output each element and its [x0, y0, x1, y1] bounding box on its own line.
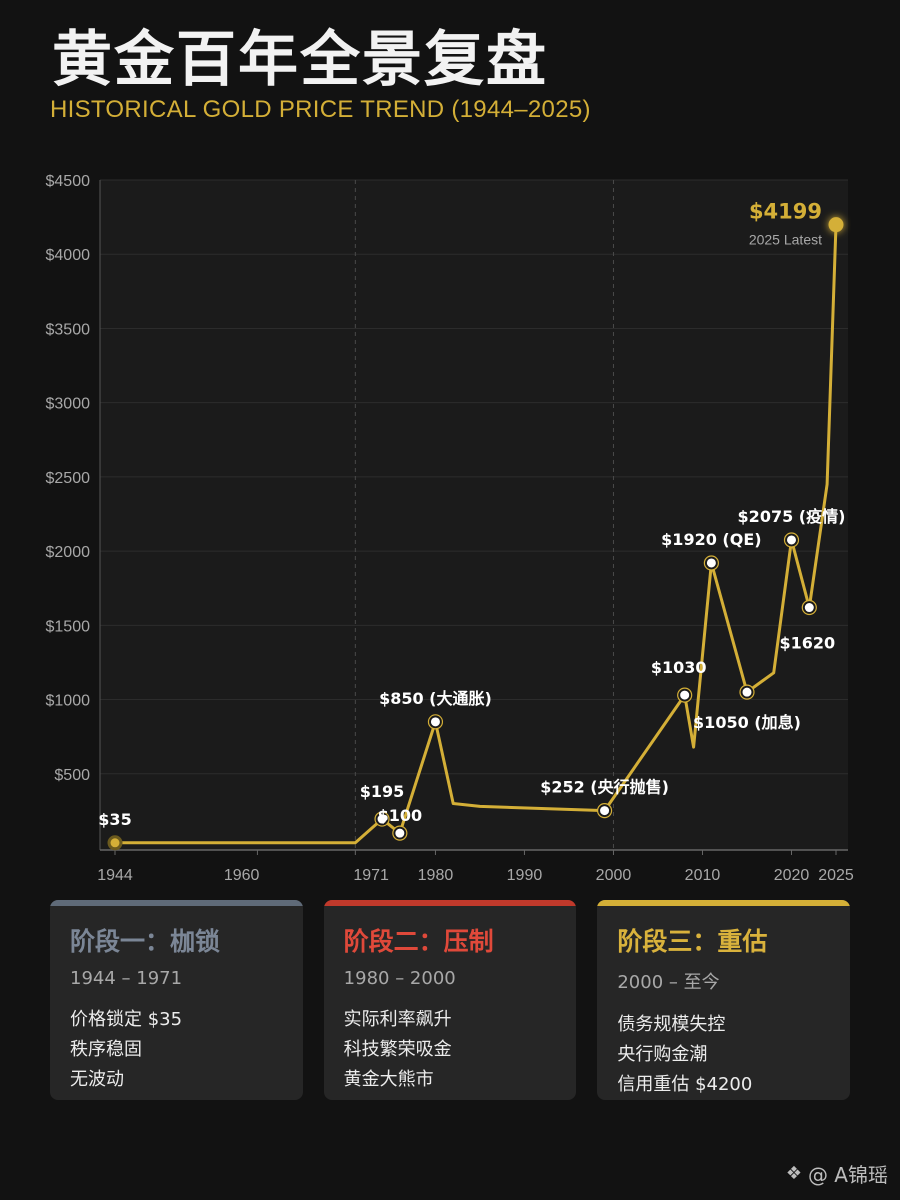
- y-tick-label: $4000: [46, 247, 91, 264]
- y-tick-label: $2500: [46, 470, 91, 487]
- stage-cards: 阶段一：枷锁 1944 – 1971 价格锁定 $35 秩序稳固 无波动 阶段二…: [50, 900, 851, 1100]
- data-marker: [802, 601, 816, 615]
- data-marker: [393, 826, 407, 840]
- gold-price-chart: $500 $1000 $1500 $2000 $2500 $3000 $3500 $4000 $…: [46, 173, 854, 884]
- x-tick-label: 2010: [685, 867, 721, 884]
- data-label: $1030: [651, 658, 707, 677]
- stage-point: 黄金大熊市: [343, 1069, 434, 1090]
- data-marker: [375, 812, 389, 826]
- data-label: $1620: [779, 634, 835, 653]
- data-marker-ring: [739, 684, 755, 700]
- stage-card-1: 阶段一：枷锁 1944 – 1971 价格锁定 $35 秩序稳固 无波动: [50, 900, 303, 1100]
- data-marker: [598, 804, 612, 818]
- latest-marker: [828, 217, 844, 233]
- x-tick-label: 1980: [418, 867, 454, 884]
- data-marker: [704, 556, 718, 570]
- watermark: ❖ @ A锦瑶: [786, 1159, 888, 1188]
- stage-point: 央行购金潮: [617, 1044, 708, 1065]
- data-marker-ring: [677, 687, 693, 703]
- y-tick-label: $4500: [46, 173, 91, 190]
- stage-title: 阶段二：压制: [343, 927, 494, 956]
- y-tick-label: $500: [54, 767, 90, 784]
- latest-value: $4199: [749, 200, 822, 224]
- data-marker-ring: [596, 802, 613, 819]
- stage-card-3: 阶段三：重估 2000 – 至今 债务规模失控 央行购金潮 信用重估 $4200: [597, 900, 851, 1100]
- latest-label: 2025 Latest: [749, 232, 822, 248]
- stage-point: 信用重估 $4200: [617, 1074, 753, 1095]
- stage-title: 阶段一：枷锁: [70, 927, 221, 956]
- x-tick-label: 1960: [224, 867, 260, 884]
- plot-area: [100, 180, 848, 850]
- x-tick-label: 1944: [97, 867, 133, 884]
- data-marker-ring: [783, 532, 800, 548]
- stage-point: 无波动: [70, 1069, 124, 1090]
- stage-points: 实际利率飙升 科技繁荣吸金 黄金大熊市: [344, 1005, 557, 1095]
- y-tick-label: $1500: [46, 618, 91, 635]
- x-tick-label: 1990: [507, 867, 543, 884]
- data-label: $100: [378, 806, 423, 825]
- data-marker: [740, 685, 754, 699]
- data-label: $195: [360, 782, 405, 801]
- page-subtitle: HISTORICAL GOLD PRICE TREND (1944–2025): [50, 96, 591, 123]
- stage-points: 价格锁定 $35 秩序稳固 无波动: [70, 1005, 283, 1095]
- data-label: $252 (央行抛售): [540, 778, 669, 797]
- watermark-text: @ A锦瑶: [807, 1163, 888, 1187]
- stage-point: 科技繁荣吸金: [343, 1039, 452, 1060]
- binance-diamond-icon: ❖: [785, 1163, 802, 1184]
- data-label: $35: [98, 810, 131, 829]
- data-marker-ring: [392, 825, 408, 841]
- x-tick-label: 2020: [774, 867, 810, 884]
- data-label: $2075 (疫情): [738, 507, 846, 526]
- y-tick-label: $2000: [46, 544, 91, 561]
- data-marker: [784, 533, 798, 547]
- x-tick-label: 1971: [353, 867, 389, 884]
- data-label: $1920 (QE): [661, 530, 761, 549]
- stage-point: 秩序稳固: [70, 1039, 142, 1060]
- page-title: 黄金百年全景复盘: [52, 25, 548, 95]
- stage-range: 1980 – 2000: [343, 968, 456, 989]
- data-marker: [678, 688, 692, 702]
- stage-range: 1944 – 1971: [70, 968, 183, 989]
- data-marker-ring: [374, 811, 390, 827]
- x-tick-label: 2000: [596, 867, 632, 884]
- stage-points: 债务规模失控 央行购金潮 信用重估 $4200: [617, 1010, 830, 1100]
- data-label: $850 (大通胀): [379, 689, 492, 708]
- stage-card-2: 阶段二：压制 1980 – 2000 实际利率飙升 科技繁荣吸金 黄金大熊市: [323, 900, 577, 1100]
- y-tick-label: $3000: [46, 396, 91, 413]
- data-marker-ring: [427, 714, 444, 730]
- data-marker-ring: [703, 555, 719, 571]
- y-tick-label: $3500: [46, 321, 91, 338]
- data-label: $1050 (加息): [693, 713, 801, 732]
- data-marker-ring: [801, 599, 817, 616]
- x-tick-label: 2025: [818, 867, 854, 884]
- data-marker: [428, 715, 442, 729]
- stage-title: 阶段三：重估: [617, 927, 768, 956]
- stage-point: 债务规模失控: [617, 1014, 726, 1035]
- stage-point: 实际利率飙升: [343, 1009, 452, 1030]
- start-marker: [107, 835, 123, 851]
- stage-range: 2000 – 至今: [617, 972, 720, 993]
- stage-point: 价格锁定 $35: [70, 1009, 183, 1030]
- y-tick-label: $1000: [46, 693, 91, 710]
